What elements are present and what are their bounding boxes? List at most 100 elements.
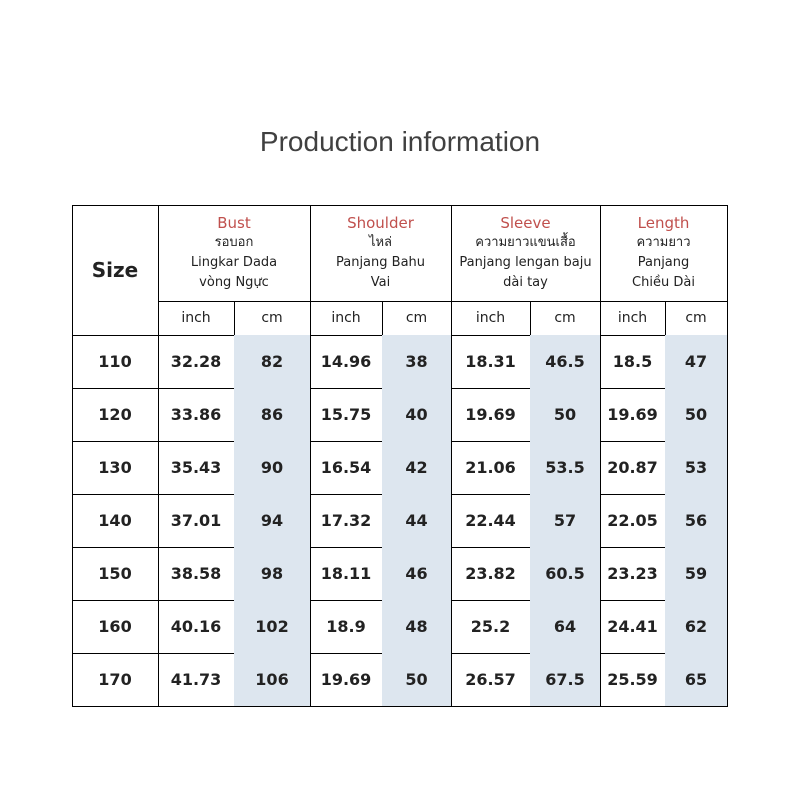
- cell-value: 22.44: [465, 511, 516, 530]
- table-cell: 47: [665, 335, 728, 389]
- table-cell: 38: [382, 335, 452, 389]
- table-cell: 37.01: [158, 494, 235, 548]
- cell-value: 130: [98, 458, 132, 477]
- table-cell: 19.69: [600, 388, 666, 442]
- cell-value: 19.69: [465, 405, 516, 424]
- cell-value: 160: [98, 617, 132, 636]
- table-cell: 22.44: [451, 494, 531, 548]
- unit-label: cm: [685, 310, 707, 326]
- table-cell: 64: [530, 600, 601, 654]
- table-cell: 48: [382, 600, 452, 654]
- table-cell: 50: [665, 388, 728, 442]
- cell-value: 98: [260, 564, 284, 583]
- table-cell: 26.57: [451, 653, 531, 707]
- group-header: Sleeve ความยาวแขนเสื้อ Panjang lengan baju…: [451, 205, 601, 302]
- cell-value: 106: [255, 670, 289, 689]
- group-line: ความยาว: [636, 235, 691, 250]
- cell-value: 170: [98, 670, 132, 689]
- cell-value: 22.05: [607, 511, 658, 530]
- table-cell: 35.43: [158, 441, 235, 495]
- table-cell: 106: [234, 653, 311, 707]
- unit-header: inch: [600, 301, 666, 336]
- table-cell: 18.31: [451, 335, 531, 389]
- cell-value: 53: [684, 458, 708, 477]
- table-cell: 94: [234, 494, 311, 548]
- table-cell: 140: [72, 494, 159, 548]
- unit-header: inch: [451, 301, 531, 336]
- cell-value: 42: [405, 458, 428, 477]
- table-cell: 33.86: [158, 388, 235, 442]
- cell-value: 32.28: [170, 352, 222, 371]
- cell-value: 150: [98, 564, 132, 583]
- group-line: Panjang: [637, 255, 690, 270]
- cell-value: 40.16: [170, 617, 222, 636]
- table-cell: 62: [665, 600, 728, 654]
- table-cell: 22.05: [600, 494, 666, 548]
- table-cell: 17.32: [310, 494, 383, 548]
- cell-value: 24.41: [607, 617, 658, 636]
- cell-value: 90: [260, 458, 284, 477]
- cell-value: 50: [684, 405, 708, 424]
- cell-value: 110: [98, 352, 132, 371]
- table-cell: 82: [234, 335, 311, 389]
- table-cell: 44: [382, 494, 452, 548]
- group-line: Panjang lengan baju: [459, 255, 592, 270]
- cell-value: 19.69: [607, 405, 658, 424]
- table-cell: 50: [530, 388, 601, 442]
- table-cell: 32.28: [158, 335, 235, 389]
- table-cell: 160: [72, 600, 159, 654]
- table-cell: 16.54: [310, 441, 383, 495]
- unit-header: inch: [310, 301, 383, 336]
- table-cell: 25.2: [451, 600, 531, 654]
- table-cell: 23.23: [600, 547, 666, 601]
- cell-value: 14.96: [320, 352, 372, 371]
- group-line: Vai: [370, 275, 391, 290]
- cell-value: 50: [553, 405, 577, 424]
- unit-label: inch: [475, 310, 506, 326]
- cell-value: 62: [684, 617, 708, 636]
- unit-label: inch: [331, 310, 361, 326]
- group-line: Chiều Dài: [632, 275, 695, 290]
- cell-value: 23.82: [465, 564, 516, 583]
- cell-value: 19.69: [320, 670, 372, 689]
- table-cell: 53: [665, 441, 728, 495]
- unit-label: cm: [554, 310, 576, 326]
- group-name: Bust: [217, 214, 251, 232]
- group-line: vòng Ngực: [199, 275, 269, 290]
- table-cell: 86: [234, 388, 311, 442]
- table-cell: 46.5: [530, 335, 601, 389]
- group-header: Length ความยาว Panjang Chiều Dài: [600, 205, 728, 302]
- group-line: dài tay: [503, 275, 548, 290]
- title: Production information: [259, 126, 541, 157]
- table-cell: 110: [72, 335, 159, 389]
- cell-value: 82: [260, 352, 284, 371]
- table-cell: 20.87: [600, 441, 666, 495]
- cell-value: 56: [684, 511, 708, 530]
- table-cell: 19.69: [451, 388, 531, 442]
- unit-header: cm: [665, 301, 728, 336]
- size-label: Size: [91, 258, 139, 282]
- cell-value: 25.59: [607, 670, 658, 689]
- cell-value: 65: [684, 670, 708, 689]
- cell-value: 37.01: [170, 511, 222, 530]
- cell-value: 120: [98, 405, 132, 424]
- cell-value: 18.9: [326, 617, 366, 636]
- cell-value: 53.5: [545, 458, 585, 477]
- unit-header: cm: [382, 301, 452, 336]
- cell-value: 20.87: [607, 458, 658, 477]
- cell-value: 59: [684, 564, 708, 583]
- group-line: รอบอก: [214, 235, 254, 250]
- table-cell: 24.41: [600, 600, 666, 654]
- table-cell: 41.73: [158, 653, 235, 707]
- cell-value: 41.73: [170, 670, 222, 689]
- group-line: Lingkar Dada: [190, 255, 278, 270]
- cell-value: 35.43: [170, 458, 222, 477]
- table-cell: 38.58: [158, 547, 235, 601]
- table-cell: 40.16: [158, 600, 235, 654]
- size-header: Size: [72, 205, 159, 336]
- cell-value: 18.5: [612, 352, 653, 371]
- table-cell: 18.9: [310, 600, 383, 654]
- unit-label: inch: [181, 310, 211, 326]
- table-cell: 98: [234, 547, 311, 601]
- group-header: Bust รอบอก Lingkar Dada vòng Ngực: [158, 205, 311, 302]
